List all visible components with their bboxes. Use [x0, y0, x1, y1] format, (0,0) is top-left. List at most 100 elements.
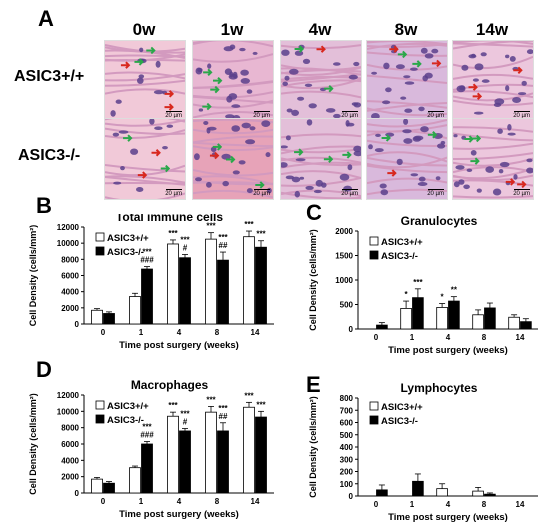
bar-ASIC3+/+-4 [167, 415, 179, 494]
scale-bar [254, 189, 270, 190]
chart-lymphocytes: Lymphocytes 0 100 200 300 400 500 600 700 800 Cell… [308, 381, 538, 523]
panel-c-letter: C [306, 200, 322, 225]
micrograph-ASIC3-/--0w: 20 µm [104, 118, 186, 200]
bar-ASIC3-/--4 [448, 300, 460, 330]
x-tick-label: 1 [410, 500, 415, 509]
micrograph-ASIC3-/--8w: 20 µm [366, 118, 448, 200]
significance-label: ## [219, 412, 228, 421]
bar-ASIC3+/+-1 [129, 467, 141, 494]
bar-ASIC3-/--14 [520, 321, 532, 330]
column-label-0w: 0w [132, 20, 156, 39]
scale-label: 20 µm [513, 191, 530, 197]
significance-label: * [441, 293, 445, 302]
x-tick-label: 1 [410, 333, 415, 342]
scale-label: 20 µm [513, 113, 530, 119]
bar-ASIC3+/+-8 [205, 238, 217, 325]
bar-ASIC3+/+-1 [400, 308, 412, 330]
y-tick-label: 10000 [57, 239, 80, 248]
x-tick-label: 4 [446, 333, 451, 342]
scale-bar [166, 111, 182, 112]
y-tick-label: 300 [340, 455, 354, 464]
bar-ASIC3+/+-8 [472, 314, 484, 330]
y-tick-label: 4000 [61, 456, 79, 465]
x-tick-label: 8 [482, 500, 487, 509]
x-tick-label: 0 [374, 500, 379, 509]
column-label-4w: 4w [308, 20, 332, 39]
significance-label: *** [142, 248, 152, 257]
y-tick-label: 0 [349, 492, 354, 501]
significance-label: *** [413, 278, 423, 287]
y-tick-label: 600 [340, 419, 354, 428]
panel-a-letter: A [38, 6, 54, 31]
bar-ASIC3-/--1 [412, 480, 424, 497]
x-axis-label: Time post surgery (weeks) [119, 509, 239, 520]
bar-ASIC3-/--14 [255, 246, 267, 325]
chart-total-immune-cells: Total immune cells 0 2000 4000 6000 8000 10000… [28, 214, 274, 351]
significance-label: *** [244, 391, 254, 400]
x-tick-label: 1 [139, 328, 144, 337]
y-tick-label: 8000 [61, 255, 79, 264]
row-label-wildtype: ASIC3+/+ [14, 68, 85, 85]
x-tick-label: 4 [446, 500, 451, 509]
significance-label: * [405, 290, 409, 299]
legend-swatch-ASIC3-/- [95, 246, 105, 256]
chart-title: Total immune cells [116, 214, 223, 224]
y-tick-label: 1000 [335, 276, 353, 285]
scale-bar [514, 189, 530, 190]
scale-bar [514, 111, 530, 112]
significance-label: *** [168, 401, 178, 410]
panel-e-letter: E [306, 372, 321, 397]
bar-ASIC3+/+-4 [167, 243, 179, 325]
significance-label: # [183, 417, 188, 426]
significance-label: *** [218, 404, 228, 413]
bar-ASIC3-/--14 [255, 416, 267, 494]
micrograph-ASIC3+/+-0w: 20 µm [104, 40, 186, 122]
x-axis-label: Time post surgery (weeks) [388, 345, 508, 356]
y-tick-label: 500 [340, 431, 354, 440]
legend-label-ASIC3+/+: ASIC3+/+ [381, 402, 423, 413]
y-axis-label: Cell Density (cells/mm²) [308, 229, 318, 331]
legend-swatch-ASIC3+/+ [369, 236, 379, 246]
bar-ASIC3+/+-4 [436, 307, 448, 330]
scale-label: 20 µm [253, 191, 270, 197]
x-axis-label: Time post surgery (weeks) [388, 512, 508, 523]
chart-title: Granulocytes [401, 214, 478, 228]
bar-ASIC3+/+-8 [205, 411, 217, 494]
bar-ASIC3+/+-4 [436, 488, 448, 497]
y-tick-label: 0 [349, 325, 354, 334]
significance-label: *** [180, 235, 190, 244]
x-tick-label: 8 [482, 333, 487, 342]
y-tick-label: 12000 [57, 391, 80, 400]
bar-ASIC3+/+-14 [243, 406, 255, 494]
significance-label: *** [256, 230, 266, 239]
chart-title: Lymphocytes [401, 381, 478, 395]
bar-ASIC3-/--1 [412, 297, 424, 330]
bar-ASIC3-/--4 [179, 430, 191, 494]
x-tick-label: 8 [215, 328, 220, 337]
y-tick-label: 500 [340, 301, 354, 310]
micrograph-ASIC3+/+-8w: 20 µm [366, 40, 448, 122]
micrograph-ASIC3-/--14w: 20 µm [452, 118, 534, 200]
y-tick-label: 2000 [335, 227, 353, 236]
scale-label: 20 µm [341, 191, 358, 197]
y-tick-label: 2000 [61, 473, 79, 482]
chart-macrophages: Macrophages 0 2000 4000 6000 8000 10000 12000 Ce… [28, 378, 274, 520]
bar-ASIC3+/+-8 [472, 490, 484, 497]
micrograph-ASIC3-/--4w: 20 µm [280, 118, 362, 200]
bar-ASIC3+/+-1 [129, 296, 141, 325]
significance-label: *** [256, 400, 266, 409]
micrograph-ASIC3+/+-14w: 20 µm [452, 40, 534, 122]
significance-label: *** [142, 423, 152, 432]
micrograph-ASIC3+/+-1w: 20 µm [192, 40, 274, 122]
legend-swatch-ASIC3+/+ [369, 401, 379, 411]
y-tick-label: 200 [340, 468, 354, 477]
scale-label: 20 µm [165, 191, 182, 197]
significance-label: ### [140, 431, 154, 440]
significance-label: *** [180, 409, 190, 418]
legend-swatch-ASIC3+/+ [95, 400, 105, 410]
bar-ASIC3-/--8 [217, 259, 229, 325]
x-tick-label: 14 [251, 328, 260, 337]
legend-label-ASIC3-/-: ASIC3-/- [381, 416, 418, 427]
x-tick-label: 0 [374, 333, 379, 342]
column-label-8w: 8w [394, 20, 418, 39]
